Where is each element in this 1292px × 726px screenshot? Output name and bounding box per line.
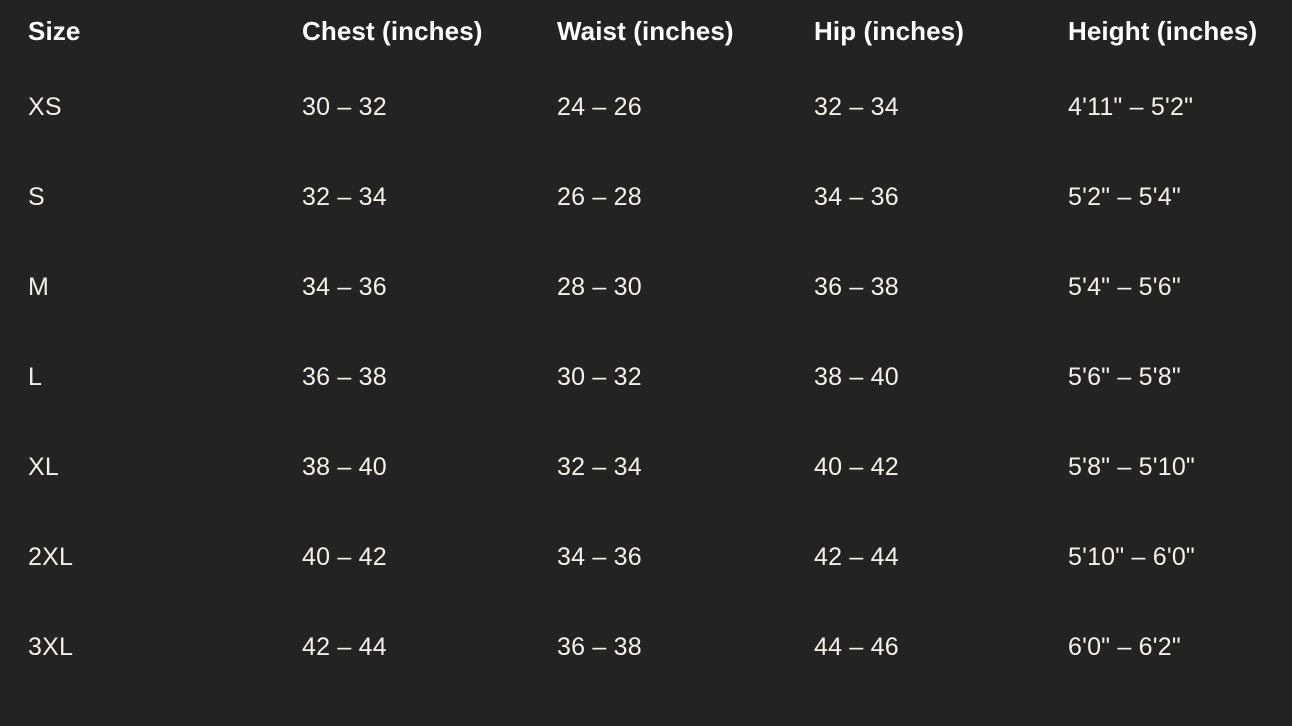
cell-waist: 36 – 38 — [557, 602, 814, 692]
cell-chest: 36 – 38 — [302, 332, 557, 422]
cell-chest: 30 – 32 — [302, 62, 557, 152]
column-header-chest: Chest (inches) — [302, 0, 557, 62]
cell-waist-value: 34 – 36 — [557, 542, 642, 571]
cell-waist-value: 36 – 38 — [557, 632, 642, 661]
cell-hip: 44 – 46 — [814, 602, 1068, 692]
cell-hip: 42 – 44 — [814, 512, 1068, 602]
cell-size: 2XL — [0, 512, 302, 602]
cell-hip: 32 – 34 — [814, 62, 1068, 152]
cell-height-value: 5'2" – 5'4" — [1068, 182, 1181, 211]
column-header-height-label: Height (inches) — [1068, 15, 1258, 46]
cell-hip-value: 32 – 34 — [814, 92, 899, 121]
cell-size: L — [0, 332, 302, 422]
size-guide-table: Size Chest (inches) Waist (inches) Hip (… — [0, 0, 1292, 692]
table-row: S 32 – 34 26 – 28 34 – 36 5'2" – 5'4" — [0, 152, 1292, 242]
cell-height-value: 6'0" – 6'2" — [1068, 632, 1181, 661]
cell-waist-value: 32 – 34 — [557, 452, 642, 481]
cell-waist: 34 – 36 — [557, 512, 814, 602]
column-header-size-label: Size — [28, 15, 81, 46]
cell-hip: 40 – 42 — [814, 422, 1068, 512]
cell-chest-value: 40 – 42 — [302, 542, 387, 571]
cell-chest-value: 38 – 40 — [302, 452, 387, 481]
cell-hip-value: 42 – 44 — [814, 542, 899, 571]
column-header-hip-label: Hip (inches) — [814, 15, 964, 46]
cell-hip-value: 40 – 42 — [814, 452, 899, 481]
header-row: Size Chest (inches) Waist (inches) Hip (… — [0, 0, 1292, 62]
cell-chest: 34 – 36 — [302, 242, 557, 332]
cell-height: 6'0" – 6'2" — [1068, 602, 1292, 692]
cell-waist: 28 – 30 — [557, 242, 814, 332]
cell-size-value: 2XL — [28, 542, 74, 571]
table-row: 3XL 42 – 44 36 – 38 44 – 46 6'0" – 6'2" — [0, 602, 1292, 692]
table-row: M 34 – 36 28 – 30 36 – 38 5'4" – 5'6" — [0, 242, 1292, 332]
cell-chest: 42 – 44 — [302, 602, 557, 692]
cell-height-value: 5'8" – 5'10" — [1068, 452, 1196, 481]
cell-waist-value: 26 – 28 — [557, 182, 642, 211]
cell-height-value: 4'11" – 5'2" — [1068, 92, 1194, 121]
cell-waist-value: 24 – 26 — [557, 92, 642, 121]
cell-height: 5'2" – 5'4" — [1068, 152, 1292, 242]
cell-size-value: XL — [28, 452, 59, 481]
cell-hip: 34 – 36 — [814, 152, 1068, 242]
cell-size-value: M — [28, 272, 50, 301]
table-row: 2XL 40 – 42 34 – 36 42 – 44 5'10" – 6'0" — [0, 512, 1292, 602]
table-row: XS 30 – 32 24 – 26 32 – 34 4'11" – 5'2" — [0, 62, 1292, 152]
table-header: Size Chest (inches) Waist (inches) Hip (… — [0, 0, 1292, 62]
cell-waist-value: 30 – 32 — [557, 362, 642, 391]
cell-size-value: S — [28, 182, 45, 211]
cell-waist: 32 – 34 — [557, 422, 814, 512]
cell-hip-value: 34 – 36 — [814, 182, 899, 211]
table-row: XL 38 – 40 32 – 34 40 – 42 5'8" – 5'10" — [0, 422, 1292, 512]
cell-hip: 36 – 38 — [814, 242, 1068, 332]
column-header-chest-label: Chest (inches) — [302, 15, 483, 46]
cell-hip-value: 36 – 38 — [814, 272, 899, 301]
cell-size: 3XL — [0, 602, 302, 692]
cell-height-value: 5'10" – 6'0" — [1068, 542, 1196, 571]
cell-height: 5'8" – 5'10" — [1068, 422, 1292, 512]
cell-waist: 30 – 32 — [557, 332, 814, 422]
cell-waist: 26 – 28 — [557, 152, 814, 242]
cell-chest-value: 42 – 44 — [302, 632, 387, 661]
cell-size-value: XS — [28, 92, 62, 121]
cell-chest-value: 32 – 34 — [302, 182, 387, 211]
cell-waist: 24 – 26 — [557, 62, 814, 152]
cell-chest-value: 34 – 36 — [302, 272, 387, 301]
cell-hip: 38 – 40 — [814, 332, 1068, 422]
cell-height: 4'11" – 5'2" — [1068, 62, 1292, 152]
cell-hip-value: 38 – 40 — [814, 362, 899, 391]
cell-size: M — [0, 242, 302, 332]
cell-chest: 32 – 34 — [302, 152, 557, 242]
cell-waist-value: 28 – 30 — [557, 272, 642, 301]
column-header-size: Size — [0, 0, 302, 62]
cell-size: XL — [0, 422, 302, 512]
cell-height: 5'4" – 5'6" — [1068, 242, 1292, 332]
cell-size: XS — [0, 62, 302, 152]
column-header-waist-label: Waist (inches) — [557, 15, 734, 46]
table-body: XS 30 – 32 24 – 26 32 – 34 4'11" – 5'2" … — [0, 62, 1292, 692]
cell-hip-value: 44 – 46 — [814, 632, 899, 661]
cell-chest-value: 36 – 38 — [302, 362, 387, 391]
column-header-hip: Hip (inches) — [814, 0, 1068, 62]
cell-height-value: 5'6" – 5'8" — [1068, 362, 1181, 391]
cell-chest: 38 – 40 — [302, 422, 557, 512]
column-header-height: Height (inches) — [1068, 0, 1292, 62]
cell-height: 5'10" – 6'0" — [1068, 512, 1292, 602]
cell-size-value: L — [28, 362, 43, 391]
cell-height-value: 5'4" – 5'6" — [1068, 272, 1181, 301]
cell-chest-value: 30 – 32 — [302, 92, 387, 121]
column-header-waist: Waist (inches) — [557, 0, 814, 62]
cell-size: S — [0, 152, 302, 242]
cell-size-value: 3XL — [28, 632, 74, 661]
cell-chest: 40 – 42 — [302, 512, 557, 602]
cell-height: 5'6" – 5'8" — [1068, 332, 1292, 422]
table-row: L 36 – 38 30 – 32 38 – 40 5'6" – 5'8" — [0, 332, 1292, 422]
